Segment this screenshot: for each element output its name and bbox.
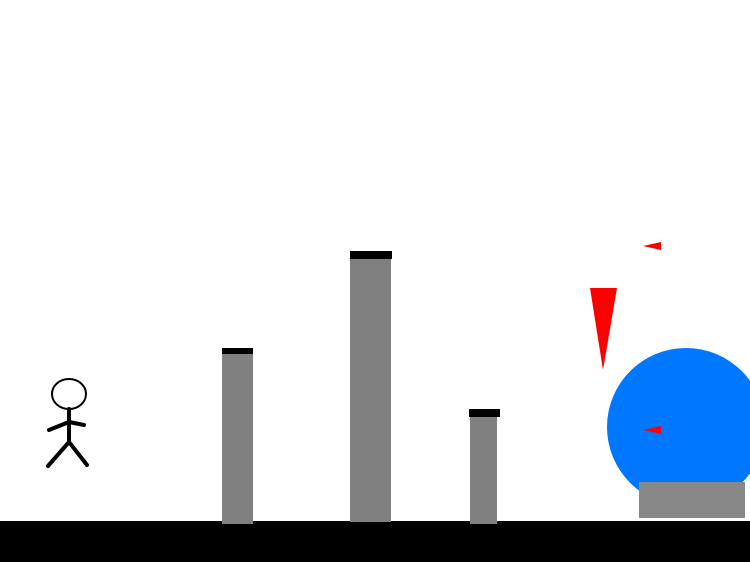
blue-orb	[607, 348, 750, 506]
ground	[0, 521, 750, 562]
pillar-cap	[222, 348, 253, 354]
player-head	[51, 378, 87, 410]
pillar	[469, 409, 500, 524]
gray-block	[639, 482, 745, 518]
arrow-projectile	[643, 242, 661, 250]
arrow-projectile	[643, 426, 661, 434]
pillar	[222, 348, 253, 524]
pillar	[350, 251, 392, 522]
pillar-cap	[350, 251, 392, 259]
pillar-cap	[469, 409, 500, 417]
player-stick-figure	[46, 378, 89, 468]
spike-hazard	[590, 288, 617, 370]
